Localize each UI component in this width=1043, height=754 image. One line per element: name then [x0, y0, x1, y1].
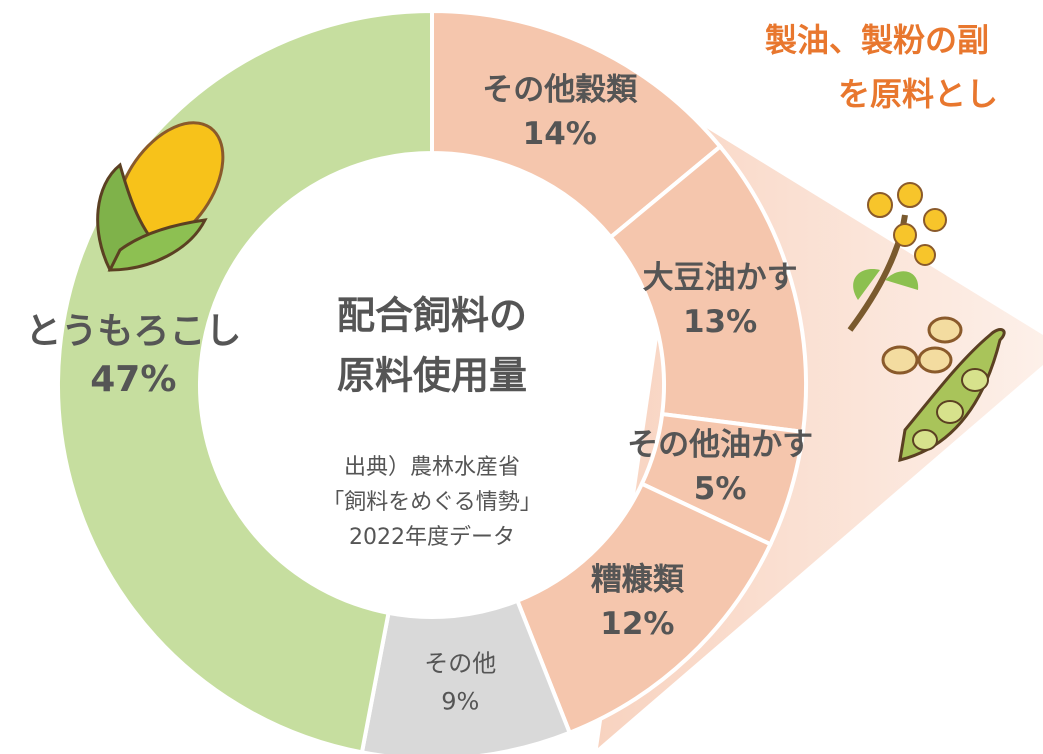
source-note: 「飼料をめぐる情勢」: [322, 490, 542, 515]
chart-title: 配合飼料の: [337, 294, 527, 338]
annotation: 製油、製粉の副: [765, 21, 989, 59]
source-note: 出典）農林水産省: [344, 455, 520, 480]
slice-label: その他: [424, 650, 496, 678]
value-label: 13%: [683, 304, 757, 340]
source-note: 2022年度データ: [349, 525, 515, 550]
value-label: 9%: [441, 688, 479, 716]
value-label: 5%: [694, 471, 747, 507]
slice-label: その他油かす: [627, 427, 813, 463]
chart: その他穀類 14% 大豆油かす 13% その他油かす 5% 糟糠類 12% その他 9% とうもろこ…: [0, 0, 1043, 754]
slice-label: とうもろこし: [25, 311, 241, 352]
slice-label: 糟糠類: [591, 562, 685, 598]
value-label: 14%: [523, 116, 597, 152]
page: {"chart_data": {"type": "pie", "title": …: [0, 0, 1043, 754]
value-label: 12%: [600, 606, 674, 642]
chart-title: 原料使用量: [337, 354, 527, 398]
slice-label: 大豆油かす: [643, 260, 798, 296]
value-label: 47%: [90, 359, 176, 400]
slice-label: その他穀類: [482, 72, 638, 108]
annotation: を原料とし: [838, 75, 998, 113]
